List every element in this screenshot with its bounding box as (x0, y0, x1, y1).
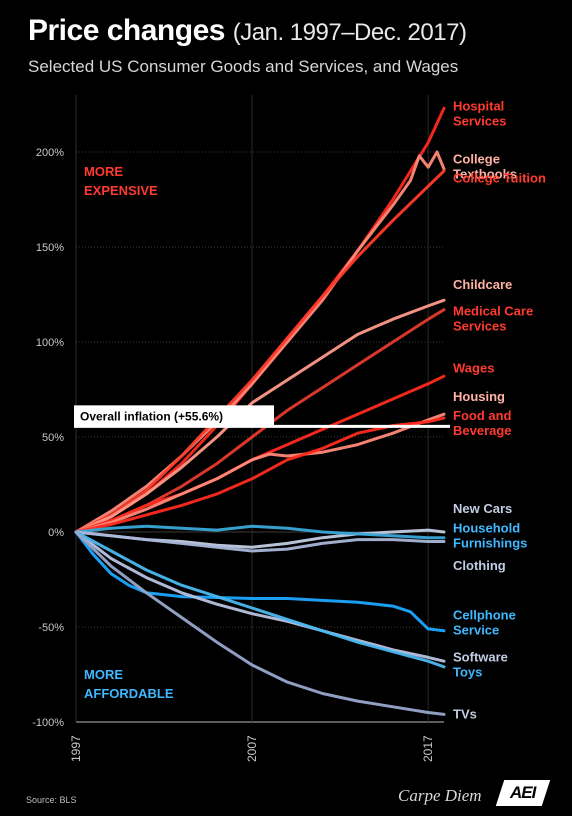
series-label-cellphone-service: Service (453, 623, 499, 638)
x-tick-label: 2007 (245, 735, 259, 762)
aei-logo-text: AEI (510, 783, 536, 802)
y-tick-label: -50% (38, 622, 64, 634)
y-tick-label: 100% (36, 337, 64, 349)
series-line-college-textbooks (74, 150, 446, 534)
series-label-college-tuition: College Tuition (453, 171, 546, 186)
page-subtitle: Selected US Consumer Goods and Services,… (28, 57, 459, 76)
title-date-range: (Jan. 1997–Dec. 2017) (232, 19, 467, 46)
series-line-software (74, 530, 446, 663)
page-title: Price changes (Jan. 1997–Dec. 2017) (28, 14, 467, 48)
x-tick-label: 2017 (421, 735, 435, 762)
series-label-cellphone-service: Cellphone (453, 608, 516, 623)
y-tick-label: 50% (42, 432, 64, 444)
series-label-medical-care-services: Medical Care (453, 304, 533, 319)
series-label-hospital-services: Hospital (453, 99, 504, 114)
y-tick-label: -100% (32, 717, 64, 729)
series-line-toys (74, 530, 446, 669)
series-line-housing (74, 412, 446, 534)
annotation-more-expensive: MORE (84, 164, 123, 179)
series-label-wages: Wages (453, 361, 494, 376)
series-line-wages (74, 374, 446, 534)
series-label-medical-care-services: Services (453, 319, 507, 334)
x-tick-label: 1997 (69, 735, 83, 762)
y-tick-label: 200% (36, 147, 64, 159)
series-label-childcare: Childcare (453, 277, 512, 292)
series-label-household-furnishings: Household (453, 520, 520, 535)
inflation-label: Overall inflation (+55.6%) (80, 409, 223, 423)
source-note: Source: BLS (26, 795, 77, 805)
series-line-tvs (74, 530, 446, 716)
series-label-software: Software (453, 649, 508, 664)
annotation-more-expensive: EXPENSIVE (84, 183, 158, 198)
series-label-college-textbooks: Textbooks (453, 167, 517, 182)
series-label-tvs: TVs (453, 706, 477, 721)
series-line-cellphone-service (74, 530, 446, 633)
annotation-more-affordable: MORE (84, 667, 123, 682)
aei-logo: AEI (495, 780, 551, 806)
brand-name: Carpe Diem (398, 786, 482, 805)
series-label-toys: Toys (453, 665, 482, 680)
series-label-household-furnishings: Furnishings (453, 535, 527, 550)
series-label-housing: Housing (453, 389, 505, 404)
series-label-food-and-beverage: Beverage (453, 423, 512, 438)
series-line-household-furnishings (74, 524, 446, 540)
annotation-more-affordable: AFFORDABLE (84, 686, 174, 701)
y-tick-label: 0% (48, 527, 64, 539)
y-tick-label: 150% (36, 242, 64, 254)
series-line-childcare (74, 298, 446, 534)
series-label-new-cars: New Cars (453, 501, 512, 516)
series-label-college-textbooks: College (453, 152, 500, 167)
series-line-college-tuition (74, 169, 446, 534)
series-label-food-and-beverage: Food and (453, 408, 512, 423)
series-label-clothing: Clothing (453, 558, 506, 573)
series-line-clothing (74, 530, 446, 553)
title-main: Price changes (28, 14, 225, 47)
inflation-label-box (74, 405, 274, 426)
series-label-hospital-services: Services (453, 114, 507, 129)
